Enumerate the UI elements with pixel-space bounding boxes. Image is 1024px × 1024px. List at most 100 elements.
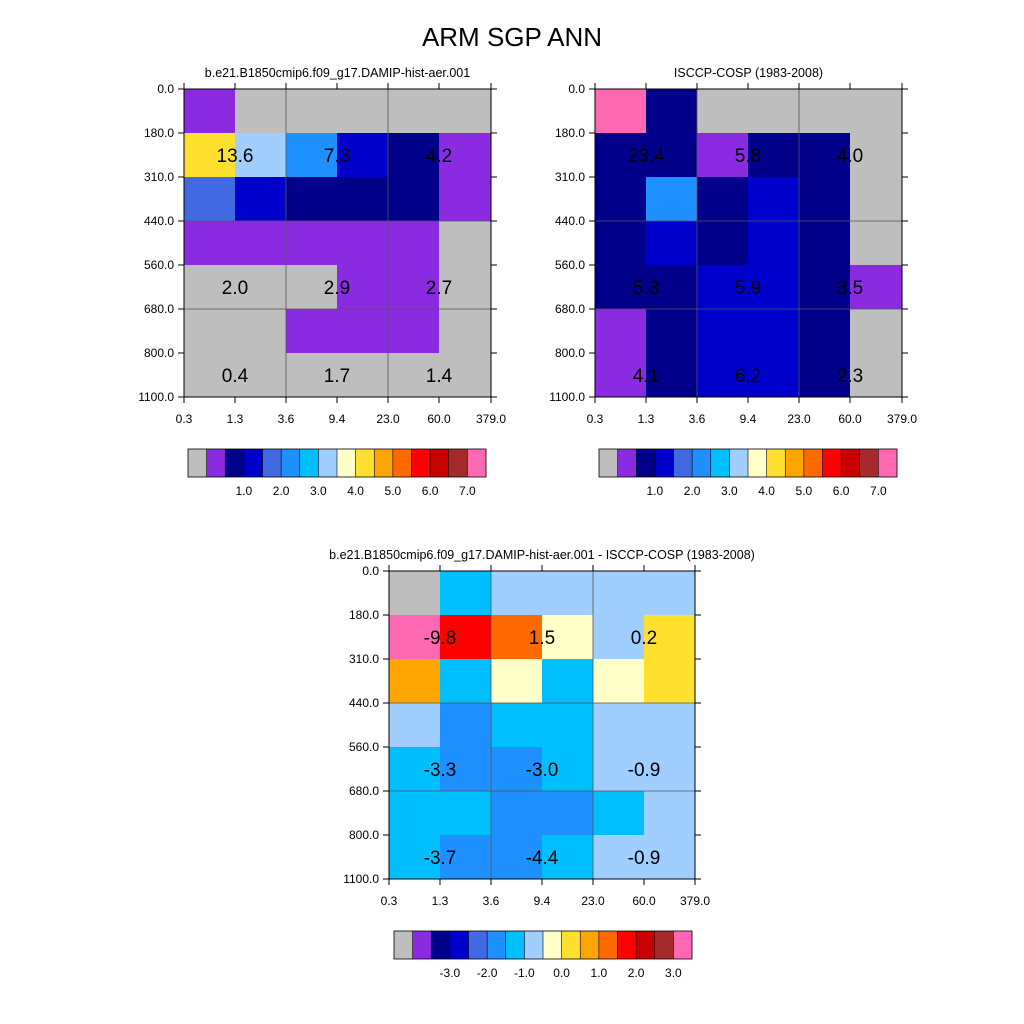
heatmap-cell	[697, 89, 749, 134]
heatmap-cell	[748, 133, 800, 178]
cell-value-label: 3.5	[837, 278, 863, 299]
colorbar-swatch	[803, 449, 823, 477]
heatmap-panel-2: ISCCP-COSP (1983-2008) 0.0 180.0 310.0 440.0…	[549, 66, 917, 498]
cell-value-label: 2.9	[324, 278, 350, 299]
heatmap-cell	[850, 309, 903, 354]
colorbar-label: 7.0	[459, 484, 476, 498]
heatmap-cell	[286, 353, 338, 398]
cell-value-label: 4.2	[426, 146, 452, 167]
heatmap-cell	[286, 133, 338, 178]
x-tick-label: 60.0	[838, 412, 862, 426]
cell-value-label: -3.7	[424, 848, 457, 869]
x-tick-label: 23.0	[376, 412, 400, 426]
heatmap-cell	[542, 659, 594, 704]
heatmap-cell	[389, 835, 441, 880]
colorbar-label: 3.0	[665, 966, 682, 980]
heatmap-cell	[542, 791, 594, 836]
colorbar-swatch	[337, 449, 356, 477]
heatmap-cell	[850, 89, 903, 134]
heatmap-cell	[388, 177, 440, 222]
colorbar-label: 2.0	[628, 966, 645, 980]
heatmap-cell	[850, 133, 903, 178]
colorbar-swatch	[822, 449, 842, 477]
x-tick-label: 60.0	[427, 412, 451, 426]
x-tick-label: 3.6	[278, 412, 295, 426]
heatmap-cell	[235, 221, 287, 266]
cell-value-label: 4.1	[633, 366, 659, 387]
heatmap-cell	[748, 353, 800, 398]
heatmap-cell	[388, 133, 440, 178]
heatmap-cell	[644, 703, 696, 748]
y-tick-label: 680.0	[555, 302, 585, 316]
y-tick-label: 310.0	[555, 170, 585, 184]
cell-value-label: 7.3	[324, 146, 350, 167]
colorbar-frame	[393, 930, 693, 960]
colorbar-swatch	[505, 931, 525, 959]
cell-value-label: 1.4	[426, 366, 453, 387]
heatmap-cell	[646, 309, 698, 354]
heatmap-cell	[850, 265, 903, 310]
colorbar-frame	[187, 448, 487, 478]
heatmap-cell	[542, 571, 594, 616]
colorbar-swatch	[598, 931, 618, 959]
heatmap-cell	[389, 703, 441, 748]
heatmap-cell	[595, 353, 647, 398]
heatmap-cell	[440, 835, 492, 880]
heatmap-cell	[646, 221, 698, 266]
heatmap-cell	[439, 221, 492, 266]
heatmap-cell	[491, 659, 543, 704]
cell-value-label: 0.2	[631, 628, 657, 649]
colorbar-label: 5.0	[796, 484, 813, 498]
cell-value-label: 2.3	[837, 366, 863, 387]
colorbar-swatch	[374, 449, 394, 477]
cell-value-label: 5.9	[735, 278, 761, 299]
heatmap-cell	[389, 747, 441, 792]
colorbar-swatch	[392, 449, 412, 477]
heatmap-cell	[184, 265, 236, 310]
colorbar-label: 1.0	[591, 966, 608, 980]
heatmap-cell	[388, 309, 440, 354]
colorbar-label: 6.0	[833, 484, 850, 498]
heatmap-cell	[748, 309, 800, 354]
colorbar-swatch	[859, 449, 879, 477]
heatmap-cell	[491, 747, 543, 792]
heatmap-cell	[593, 835, 645, 880]
colorbar-swatch	[766, 449, 786, 477]
colorbar-swatch	[281, 449, 301, 477]
heatmap-cell	[595, 89, 647, 134]
cell-value-label: 2.0	[222, 278, 248, 299]
heatmap-cell	[799, 133, 851, 178]
heatmap-cell	[286, 265, 338, 310]
colorbar-label: 0.0	[553, 966, 570, 980]
panel-subtitle: ISCCP-COSP (1983-2008)	[674, 66, 823, 80]
heatmap-cell	[850, 177, 903, 222]
colorbar-swatch	[467, 449, 487, 477]
heatmap-cell	[748, 221, 800, 266]
heatmap-cell	[593, 747, 645, 792]
cell-value-label: 6.2	[735, 366, 761, 387]
heatmap-cell	[542, 615, 594, 660]
colorbar-label: 4.0	[758, 484, 775, 498]
heatmap-cell	[184, 221, 236, 266]
colorbar-swatch	[636, 931, 656, 959]
heatmap-cell	[439, 353, 492, 398]
heatmap-cell	[235, 265, 287, 310]
cell-value-label: 13.6	[217, 146, 254, 167]
colorbar-swatch	[543, 931, 562, 959]
cell-value-label: 2.7	[426, 278, 452, 299]
heatmap-cell	[595, 309, 647, 354]
colorbar-frame	[598, 448, 898, 478]
y-tick-label: 560.0	[349, 740, 379, 754]
heatmap-cell	[595, 265, 647, 310]
cell-value-label: 5.8	[735, 146, 761, 167]
heatmap-cell	[337, 133, 389, 178]
cell-value-label: 5.3	[633, 278, 659, 299]
colorbar-swatch	[673, 931, 693, 959]
y-tick-label: 560.0	[555, 258, 585, 272]
cell-value-label: -3.0	[526, 760, 559, 781]
heatmap-cell	[184, 133, 236, 178]
heatmap-cell	[595, 177, 647, 222]
heatmap-cell	[644, 835, 696, 880]
colorbar-label: -1.0	[514, 966, 535, 980]
x-tick-label: 60.0	[632, 894, 656, 908]
